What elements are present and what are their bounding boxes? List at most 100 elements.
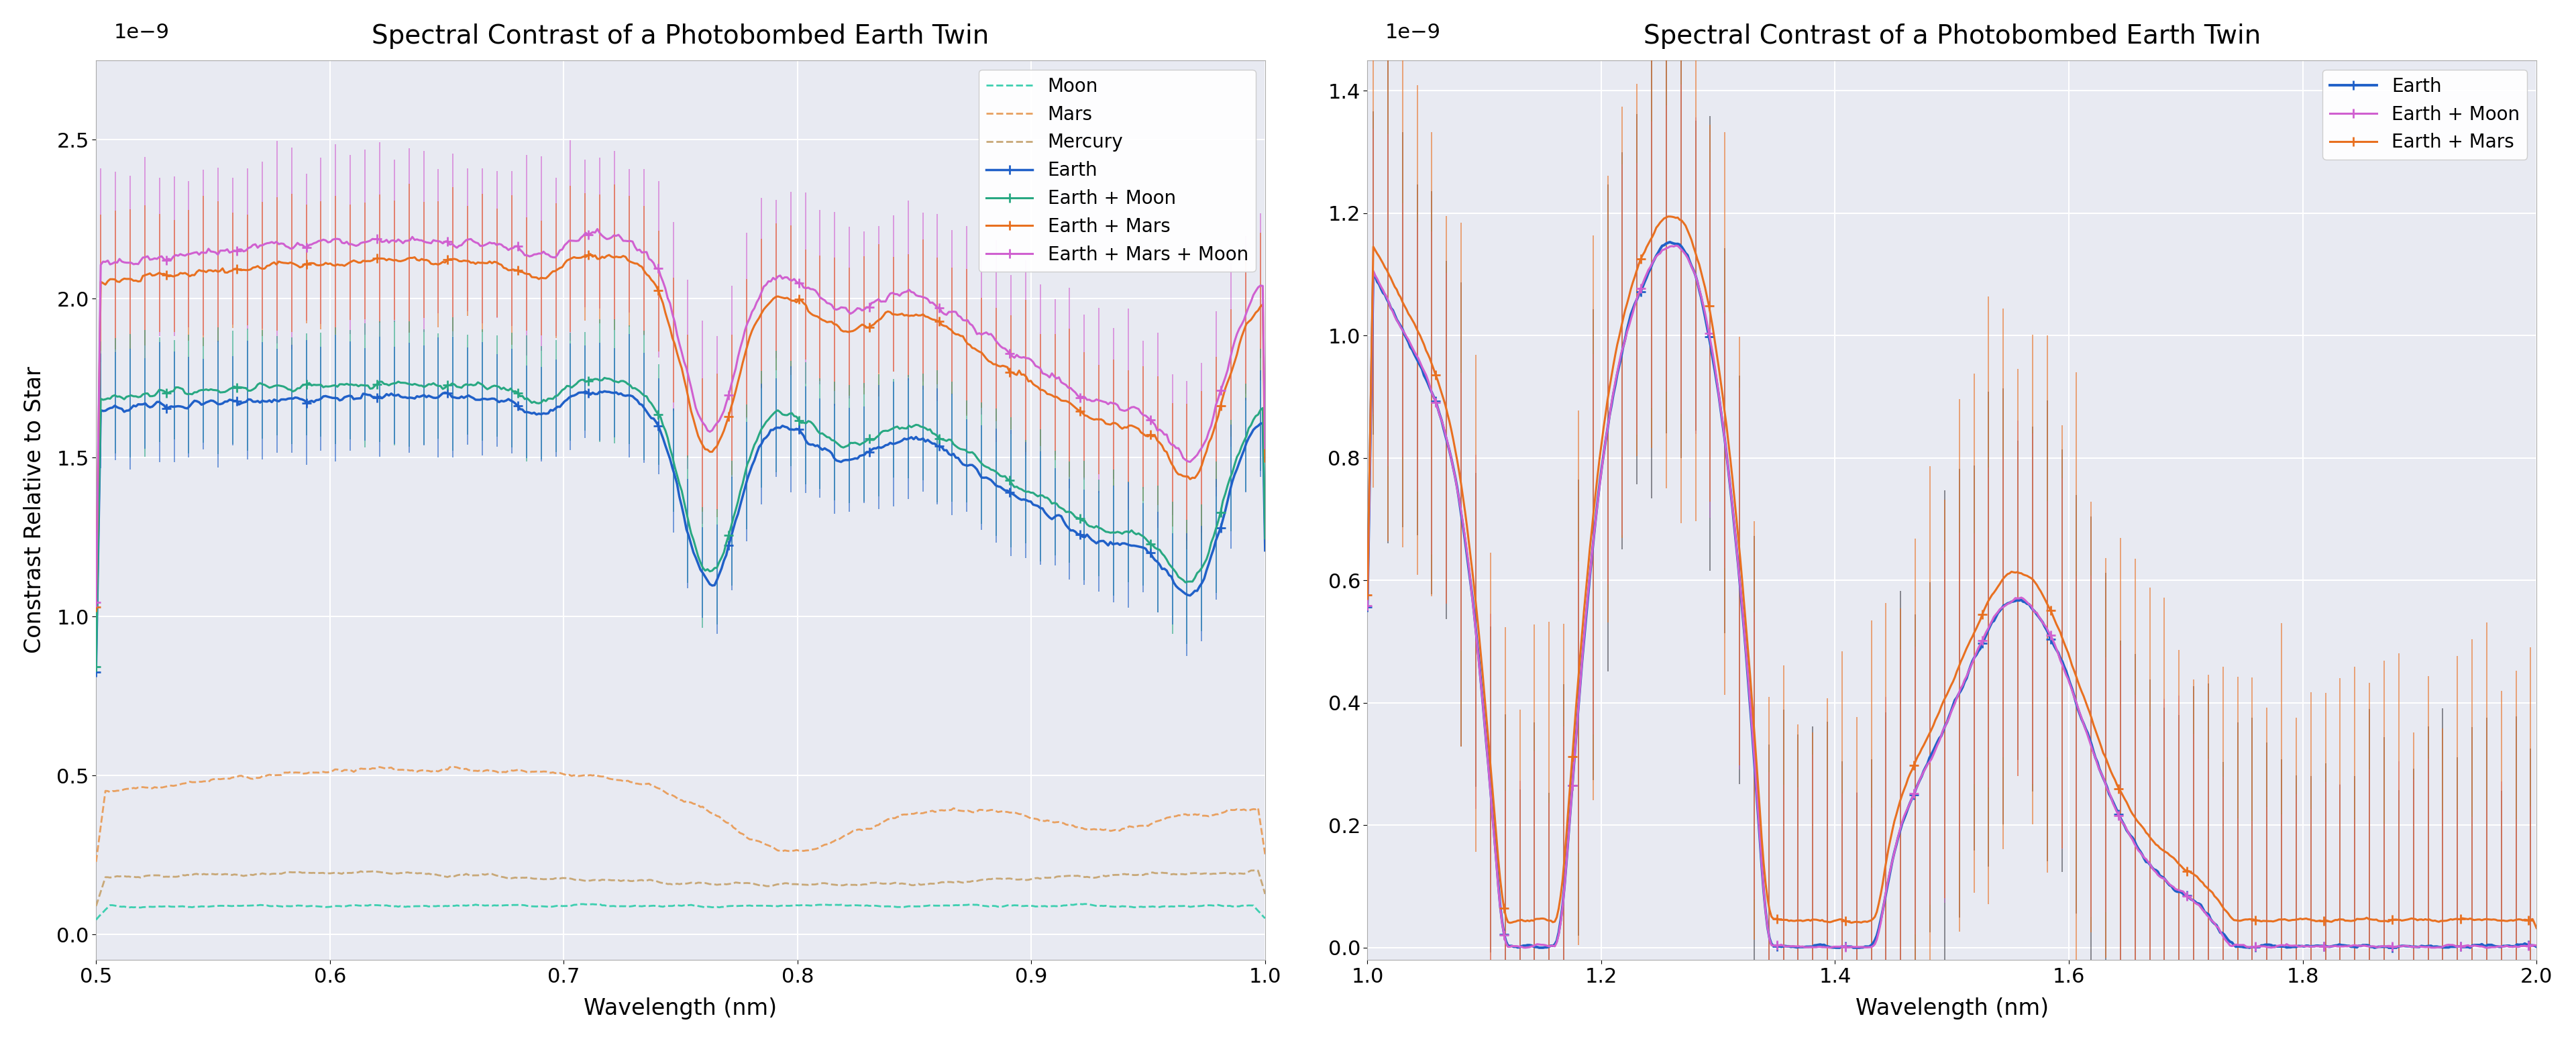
Earth + Mars + Moon — [582, 223, 613, 236]
Earth + Moon — [1662, 239, 1692, 251]
Earth + Moon — [644, 411, 675, 423]
Line: Earth + Moon: Earth + Moon — [1363, 241, 2540, 952]
Earth + Mars — [2136, 831, 2166, 844]
Line: Earth + Mars: Earth + Mars — [1363, 212, 2540, 932]
Line: Earth + Mars + Moon: Earth + Mars + Moon — [90, 224, 1270, 607]
Moon — [775, 899, 806, 912]
Moon — [1224, 900, 1255, 913]
Mercury — [644, 876, 675, 889]
Earth + Moon — [1510, 942, 1540, 954]
Mercury — [80, 900, 111, 913]
Earth — [80, 665, 111, 678]
Earth + Moon — [639, 401, 670, 413]
Earth + Mars — [2043, 622, 2074, 634]
Text: 1e−9: 1e−9 — [1386, 23, 1440, 42]
Mercury — [1038, 872, 1069, 884]
Earth + Mars — [80, 601, 111, 613]
Mars — [639, 779, 670, 792]
Title: Spectral Contrast of a Photobombed Earth Twin: Spectral Contrast of a Photobombed Earth… — [371, 23, 989, 49]
Line: Mercury: Mercury — [95, 870, 1265, 906]
Earth + Moon — [80, 660, 111, 673]
Mercury — [1249, 888, 1280, 900]
Moon — [1069, 898, 1100, 911]
Earth + Mars — [1224, 338, 1255, 350]
Earth + Moon — [2236, 941, 2267, 953]
Earth — [2045, 652, 2076, 664]
Line: Earth: Earth — [90, 387, 1270, 677]
Earth — [639, 412, 670, 425]
Earth + Mars — [2233, 913, 2264, 925]
Moon — [1038, 900, 1069, 913]
Earth + Mars + Moon — [716, 380, 747, 392]
Moon — [644, 900, 675, 913]
Mars — [438, 760, 469, 773]
Earth + Moon — [1041, 498, 1072, 510]
Earth + Moon — [590, 371, 621, 384]
Mars — [1249, 848, 1280, 860]
Line: Earth: Earth — [1363, 238, 2540, 952]
Legend: Moon, Mars, Mercury, Earth, Earth + Moon, Earth + Mars, Earth + Mars + Moon: Moon, Mars, Mercury, Earth, Earth + Moon… — [979, 70, 1255, 272]
Earth — [1558, 753, 1589, 766]
Mars — [778, 845, 809, 857]
Text: 1e−9: 1e−9 — [113, 23, 170, 42]
Line: Moon: Moon — [95, 904, 1265, 920]
Earth — [716, 531, 747, 543]
Earth + Mars — [1654, 211, 1685, 223]
Earth — [2522, 941, 2553, 953]
Earth + Moon — [1654, 240, 1685, 252]
Earth + Moon — [2136, 862, 2166, 874]
Mercury — [714, 878, 744, 891]
Earth — [2136, 862, 2166, 874]
Earth — [1886, 824, 1917, 836]
Mercury — [1221, 868, 1252, 880]
Earth + Moon — [716, 520, 747, 533]
Earth — [2236, 941, 2267, 953]
Earth + Mars — [574, 248, 605, 261]
Earth + Mars — [778, 294, 809, 307]
Line: Mars: Mars — [95, 767, 1265, 862]
Earth — [1224, 456, 1255, 468]
Earth + Mars + Moon — [778, 273, 809, 286]
Earth + Mars + Moon — [644, 270, 675, 283]
Earth + Mars — [1041, 390, 1072, 403]
Earth + Mars — [2522, 922, 2553, 935]
Mars — [80, 855, 111, 868]
Earth — [1654, 237, 1685, 249]
Earth + Mars — [1654, 211, 1685, 223]
Earth — [1352, 601, 1383, 613]
Earth — [1821, 942, 1852, 954]
Earth + Moon — [1561, 728, 1592, 741]
Earth + Mars — [1558, 724, 1589, 736]
Earth — [778, 423, 809, 436]
Earth — [590, 385, 621, 397]
Earth + Mars — [1249, 456, 1280, 468]
Earth + Mars — [1352, 589, 1383, 602]
Earth + Mars + Moon — [1249, 442, 1280, 455]
Earth + Mars + Moon — [80, 596, 111, 608]
Mercury — [1239, 864, 1270, 876]
Earth — [1249, 544, 1280, 557]
Earth + Moon — [2045, 654, 2076, 666]
Earth + Mars + Moon — [1224, 322, 1255, 335]
Earth + Mars — [644, 291, 675, 304]
Earth — [1041, 509, 1072, 522]
Mercury — [636, 874, 667, 887]
Mercury — [775, 878, 806, 891]
Earth + Moon — [1249, 532, 1280, 544]
Earth + Mars — [1883, 801, 1914, 814]
Mars — [644, 782, 675, 795]
X-axis label: Wavelength (nm): Wavelength (nm) — [585, 997, 778, 1020]
Earth + Mars + Moon — [639, 257, 670, 269]
Mars — [1224, 804, 1255, 817]
Earth + Moon — [1886, 822, 1917, 834]
Y-axis label: Constrast Relative to Star: Constrast Relative to Star — [23, 366, 46, 654]
Moon — [636, 899, 667, 912]
Line: Earth + Moon: Earth + Moon — [90, 373, 1270, 672]
Earth + Mars + Moon — [1041, 372, 1072, 385]
Earth — [644, 426, 675, 438]
X-axis label: Wavelength (nm): Wavelength (nm) — [1855, 997, 2048, 1020]
Earth + Mars — [639, 276, 670, 289]
Earth + Moon — [1224, 446, 1255, 459]
Mars — [716, 818, 747, 830]
Moon — [714, 900, 744, 913]
